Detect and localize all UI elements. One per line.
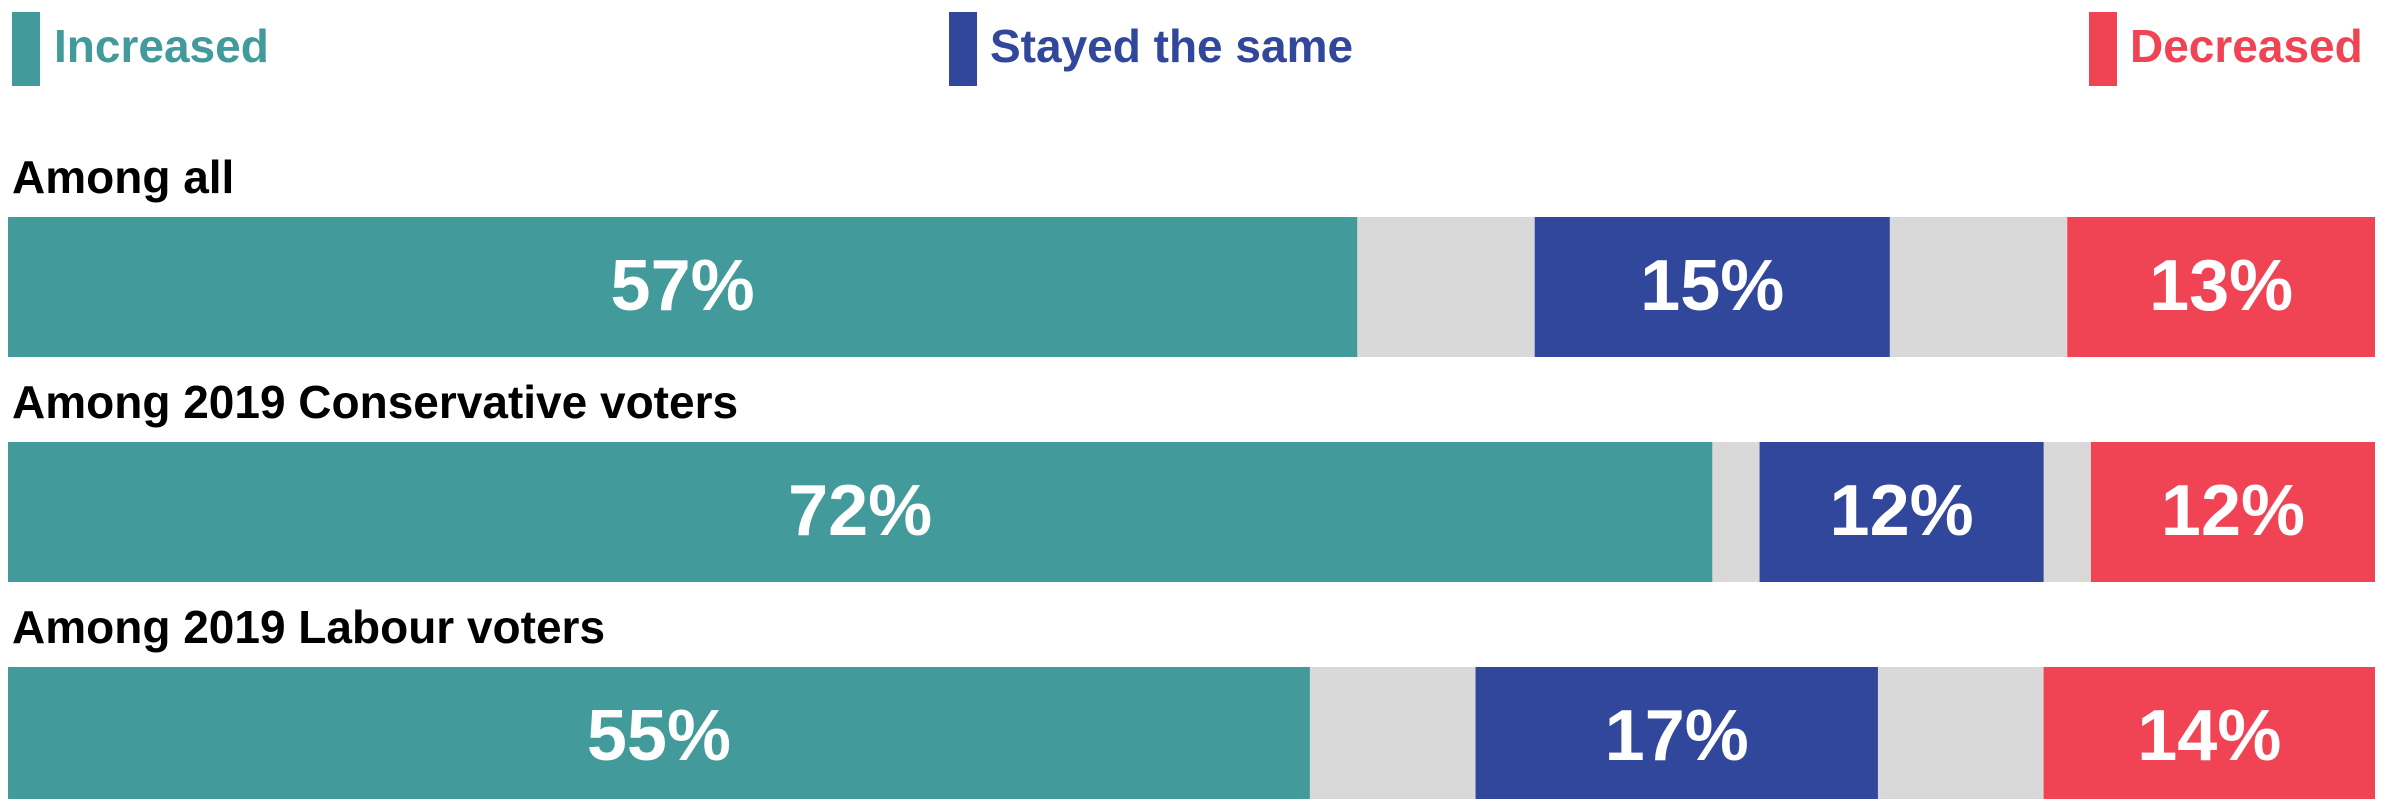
legend-swatch: [949, 12, 977, 86]
value-label: 12%: [2161, 471, 2305, 551]
value-label: 13%: [2149, 246, 2293, 326]
bar-segment: [2067, 217, 2375, 357]
value-label: 12%: [1830, 471, 1974, 551]
bar-segment: [8, 217, 1358, 357]
legend-swatch: [12, 12, 40, 86]
bar-segment: [1534, 217, 1890, 357]
row-label: Among all: [12, 151, 234, 203]
bar-segment: [1475, 667, 1878, 804]
value-label: 14%: [2137, 696, 2281, 776]
value-label: 15%: [1640, 246, 1784, 326]
legend-label: Stayed the same: [990, 20, 1353, 72]
value-label: 72%: [788, 471, 932, 551]
value-label: 55%: [587, 696, 731, 776]
value-label: 17%: [1605, 696, 1749, 776]
legend-label: Decreased: [2130, 20, 2363, 72]
value-label: 57%: [611, 246, 755, 326]
bar-segment: [2090, 442, 2375, 582]
bar-segment: [8, 667, 1310, 804]
bar-segment: [1759, 442, 2044, 582]
row-label: Among 2019 Labour voters: [12, 601, 605, 653]
legend-label: Increased: [54, 20, 269, 72]
bar-segment: [2043, 667, 2375, 804]
legend-swatch: [2089, 12, 2117, 86]
bar-segment: [8, 442, 1713, 582]
row-label: Among 2019 Conservative voters: [12, 376, 738, 428]
